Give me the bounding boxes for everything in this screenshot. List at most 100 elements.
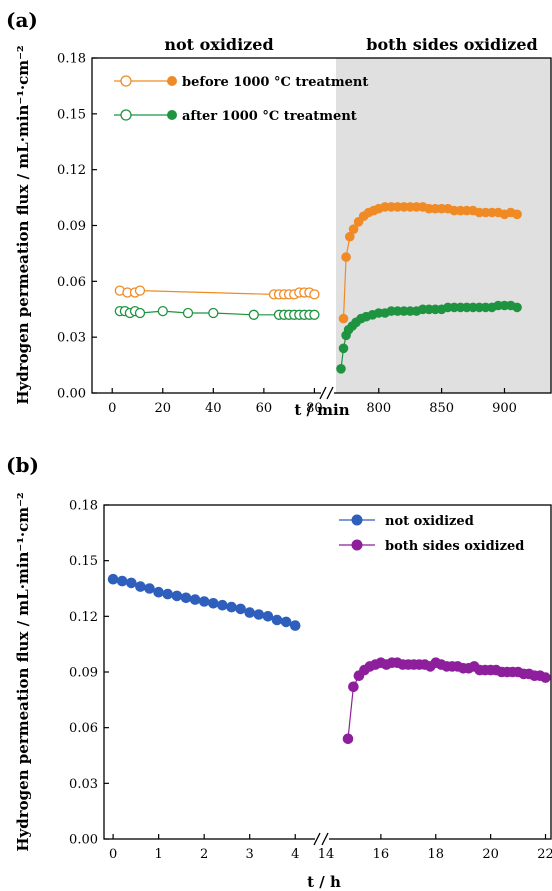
data-point xyxy=(512,209,522,220)
x-tick-label: 900 xyxy=(492,401,517,416)
x-tick-label: 14 xyxy=(318,847,335,862)
panel-a: (a) not oxidized both sides oxidized 0.0… xyxy=(6,8,552,419)
y-ticks-b: 0.00 0.03 0.06 0.09 0.12 0.15 0.18 xyxy=(69,499,109,848)
legend-label-not-oxidized: not oxidized xyxy=(385,514,474,529)
legend-label-after: after 1000 °C treatment xyxy=(182,109,357,124)
y-axis-label-a: Hydrogen permeation flux / mL·min⁻¹·cm⁻² xyxy=(14,45,32,404)
data-point xyxy=(271,614,283,626)
legend-item-not-oxidized: not oxidized xyxy=(339,514,474,529)
legend-marker-open xyxy=(120,109,132,121)
data-point xyxy=(182,307,194,319)
region-label-both-oxidized: both sides oxidized xyxy=(366,35,538,54)
y-tick-label: 0.09 xyxy=(57,219,86,234)
x-tick-label: 60 xyxy=(256,401,273,416)
series-group-a xyxy=(114,202,522,374)
y-tick-label: 0.03 xyxy=(57,331,86,346)
legend-item-before: before 1000 °C treatment xyxy=(114,75,368,90)
x-tick-label: 18 xyxy=(427,847,444,862)
data-point xyxy=(289,620,301,631)
data-point xyxy=(135,581,146,592)
y-tick-label: 0.06 xyxy=(69,721,98,736)
y-tick-label: 0.18 xyxy=(57,52,86,67)
data-point xyxy=(134,285,146,296)
data-point xyxy=(342,733,354,745)
legend-marker xyxy=(351,539,363,551)
y-tick-label: 0.12 xyxy=(69,610,98,625)
data-point xyxy=(107,573,119,585)
x-tick-label: 0 xyxy=(109,847,117,862)
y-tick-label: 0.15 xyxy=(69,554,98,569)
data-point xyxy=(153,586,164,598)
shaded-region-oxidized xyxy=(336,58,551,393)
data-point xyxy=(217,599,228,611)
data-point xyxy=(144,583,155,594)
y-tick-label: 0.12 xyxy=(57,163,86,178)
y-tick-label: 0.09 xyxy=(69,666,98,681)
data-point xyxy=(540,672,551,683)
x-tick-label: 80 xyxy=(306,401,323,416)
legend-marker-open xyxy=(120,75,132,87)
data-point xyxy=(235,603,246,615)
data-point xyxy=(171,590,183,602)
data-point xyxy=(338,343,349,354)
panel-label-b: (b) xyxy=(6,453,39,477)
series-group-b xyxy=(107,573,551,745)
legend-b: not oxidized both sides oxidized xyxy=(339,514,524,554)
legend-item-after: after 1000 °C treatment xyxy=(114,109,357,124)
x-tick-label: 22 xyxy=(537,847,552,862)
data-point xyxy=(309,289,320,300)
x-ticks-a: 0 20 40 60 80 800 850 900 xyxy=(108,388,517,416)
region-label-not-oxidized: not oxidized xyxy=(164,35,273,54)
data-point xyxy=(162,588,173,600)
y-tick-label: 0.03 xyxy=(69,777,98,792)
x-axis-label-a: t / min xyxy=(294,401,349,419)
data-point xyxy=(280,616,292,628)
data-point xyxy=(208,307,219,319)
data-point xyxy=(134,307,146,319)
y-tick-label: 0.06 xyxy=(57,275,86,290)
legend-marker-filled xyxy=(167,110,177,120)
y-tick-label: 0.15 xyxy=(57,107,86,122)
data-point xyxy=(348,681,359,693)
data-point xyxy=(338,313,349,324)
y-tick-label: 0.18 xyxy=(69,499,98,514)
x-tick-label: 3 xyxy=(246,847,254,862)
x-tick-label: 40 xyxy=(205,401,222,416)
data-point xyxy=(253,609,265,620)
data-point xyxy=(189,594,201,605)
panel-b: (b) 0.00 0.03 0.06 0.09 0.12 0.15 0.18 0 1 2 3 4 14… xyxy=(6,453,552,891)
x-tick-label: 800 xyxy=(366,401,391,416)
x-tick-label: 20 xyxy=(482,847,499,862)
x-tick-label: 16 xyxy=(373,847,390,862)
data-point xyxy=(262,610,274,622)
data-point xyxy=(341,252,351,262)
data-point xyxy=(180,592,192,604)
data-point xyxy=(116,575,128,587)
legend-marker-filled xyxy=(167,76,177,86)
legend-item-both-oxidized: both sides oxidized xyxy=(339,539,524,554)
data-point xyxy=(157,305,168,317)
x-tick-label: 4 xyxy=(291,847,299,862)
y-tick-label: 0.00 xyxy=(69,833,98,848)
legend-label-before: before 1000 °C treatment xyxy=(182,75,368,90)
data-point xyxy=(512,302,522,313)
data-point xyxy=(226,601,237,613)
x-tick-label: 1 xyxy=(154,847,162,862)
legend-marker xyxy=(351,514,363,526)
data-point xyxy=(126,577,137,589)
y-tick-label: 0.00 xyxy=(57,387,86,402)
axis-break-b xyxy=(313,832,329,846)
data-point xyxy=(208,597,219,609)
x-tick-label: 20 xyxy=(154,401,171,416)
x-tick-label: 2 xyxy=(200,847,208,862)
y-axis-label-b: Hydrogen permeation flux / mL·min⁻¹·cm⁻² xyxy=(14,492,32,851)
data-point xyxy=(344,231,355,242)
data-point xyxy=(244,607,255,618)
data-point xyxy=(336,363,346,374)
x-tick-label: 850 xyxy=(429,401,454,416)
data-point xyxy=(248,309,259,320)
x-ticks-b: 0 1 2 3 4 14 16 18 20 22 xyxy=(109,834,552,862)
y-ticks-a: 0.00 0.03 0.06 0.09 0.12 0.15 0.18 xyxy=(57,52,97,402)
legend-label-both-oxidized: both sides oxidized xyxy=(385,539,524,554)
